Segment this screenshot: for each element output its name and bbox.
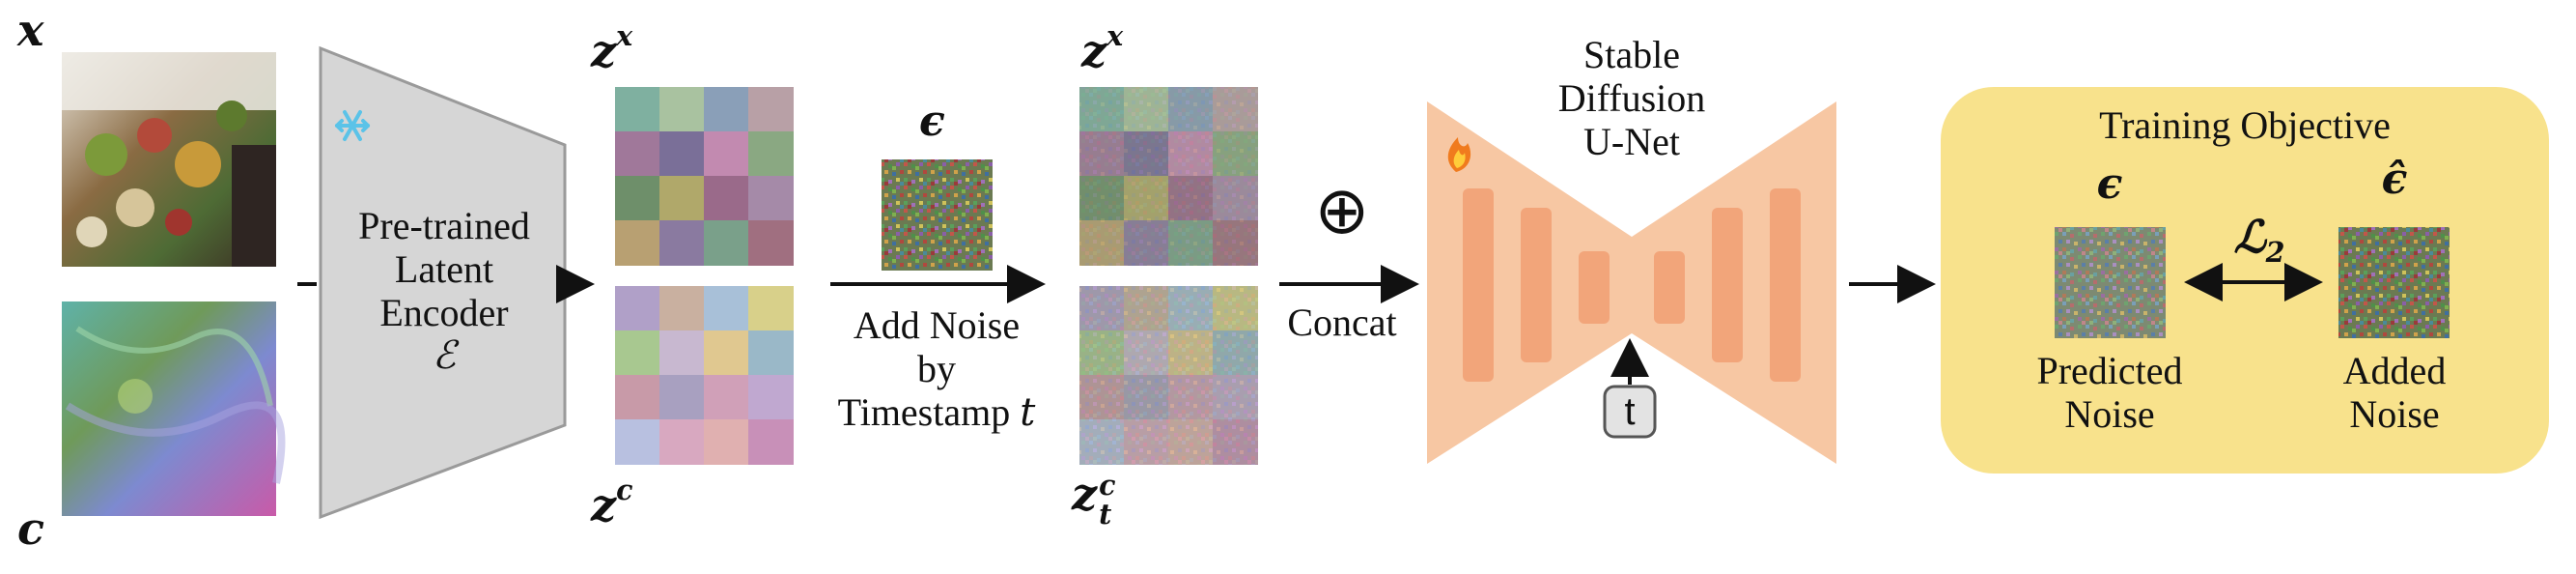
added-noise-image <box>2338 227 2450 338</box>
add-noise-label: Add Noise by Timestamp t <box>821 303 1052 435</box>
noisy-latent-zx-sup: x <box>1106 19 1124 52</box>
training-objective-title: Training Objective <box>2099 103 2391 147</box>
encoder-line-1: Pre-trained <box>358 204 530 247</box>
concat-symbol: ⊕ <box>1314 173 1370 249</box>
noisy-latent-zx-base: z <box>1081 24 1107 77</box>
added-noise-label: Added Noise <box>2283 349 2506 437</box>
input-image-c <box>62 301 286 516</box>
unet-line-3: U-Net <box>1583 119 1680 163</box>
noisy-latent-zx-label: zx <box>1081 19 1123 76</box>
unet-blocks <box>1463 188 1801 382</box>
concat-label: Concat <box>1287 301 1397 344</box>
noise-epsilon-label: ϵ <box>919 97 945 146</box>
latent-zx-base: z <box>591 24 617 77</box>
encoder-line-2: Latent <box>394 246 494 291</box>
latent-zc-label: zc <box>591 474 633 531</box>
added-noise-line-2: Noise <box>2349 391 2440 436</box>
l2-loss-label: ℒ2 <box>2221 211 2298 269</box>
encoder-symbol: ℰ <box>432 333 457 379</box>
noisy-latent-zc-sub: t <box>1099 497 1112 531</box>
input-c-label: c <box>17 502 45 555</box>
latent-zc-sup: c <box>616 474 633 506</box>
timestep-label: t <box>1624 390 1636 433</box>
objective-eps-hat-label: ϵ̂ <box>2381 155 2408 204</box>
unet-line-1: Stable <box>1583 33 1680 76</box>
timestamp-t-symbol: t <box>1020 389 1036 435</box>
unet-label: Stable Diffusion U-Net <box>1526 33 1738 163</box>
latent-zx-label: zx <box>591 19 632 76</box>
encoder-line-3: Encoder <box>379 290 509 334</box>
add-noise-line-2: by <box>917 346 956 390</box>
unet-line-2: Diffusion <box>1557 75 1706 120</box>
latent-zx-sup: x <box>616 19 633 52</box>
objective-eps-label: ϵ <box>2096 159 2123 209</box>
add-noise-line-3: Timestamp t <box>821 389 1052 435</box>
noisy-latent-zc-base: z <box>1072 468 1098 520</box>
predicted-noise-label: Predicted Noise <box>1999 349 2221 437</box>
flame-icon <box>1447 137 1471 172</box>
noisy-latent-zc-sup: c <box>1099 469 1116 502</box>
add-noise-line-1: Add Noise <box>853 303 1021 347</box>
predicted-noise-image <box>2055 227 2166 338</box>
l2-loss-base: ℒ <box>2233 211 2266 263</box>
latent-zx-image <box>615 87 794 266</box>
latent-encoder-shape <box>319 45 567 520</box>
input-image-x <box>62 52 276 267</box>
timestep-box <box>1603 385 1657 439</box>
noisy-latent-zc-image <box>1079 286 1258 465</box>
latent-zc-image <box>615 286 794 465</box>
add-noise-line-3-text: Timestamp <box>837 389 1011 434</box>
l2-loss-sub: 2 <box>2265 235 2285 269</box>
noisy-latent-zx-image <box>1079 87 1258 266</box>
added-noise-line-1: Added <box>2342 349 2447 392</box>
encoder-label: Pre-trained Latent Encoder ℰ <box>323 204 565 379</box>
unet-shape <box>1427 101 1836 464</box>
snowflake-icon <box>335 110 370 141</box>
input-x-label: x <box>17 4 44 56</box>
latent-zc-base: z <box>591 478 617 531</box>
predicted-noise-line-1: Predicted <box>2036 349 2183 392</box>
predicted-noise-line-2: Noise <box>2064 391 2155 436</box>
noise-epsilon-image <box>882 159 993 271</box>
